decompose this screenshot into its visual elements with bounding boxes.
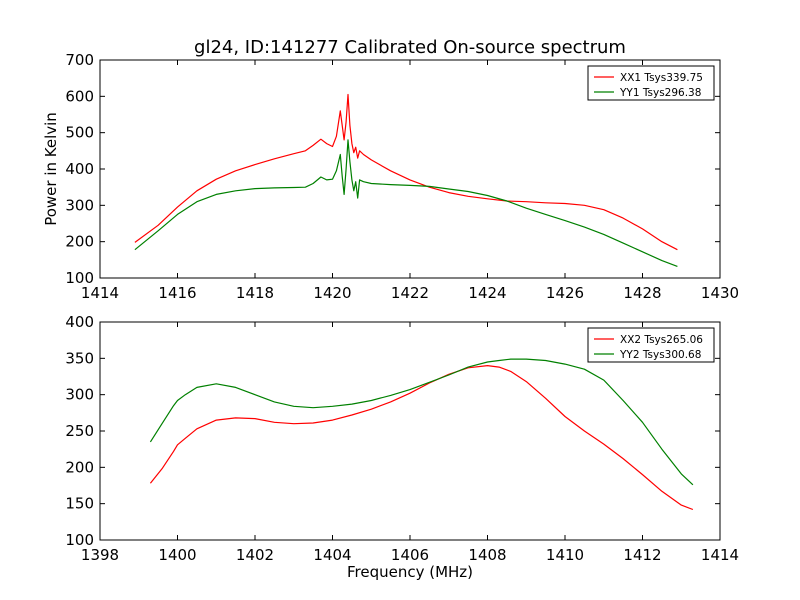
y-tick-label: 700: [65, 51, 94, 69]
x-tick-label: 1418: [236, 284, 274, 302]
x-tick-label: 1404: [313, 546, 351, 564]
x-tick-label: 1402: [236, 546, 274, 564]
x-tick-label: 1408: [468, 546, 506, 564]
bottom-panel: 1398 1400 1402 1404 1406 1408 1410 1412 1414 100 1…: [65, 313, 739, 581]
legend-label: YY1 Tsys296.38: [619, 87, 701, 99]
series-line-yy1: [134, 139, 678, 267]
y-tick-label: 150: [65, 495, 94, 513]
x-tick-label: 1426: [546, 284, 584, 302]
y-tick-label: 400: [65, 313, 94, 331]
legend-box: [587, 327, 715, 363]
x-tick-label: 1400: [158, 546, 196, 564]
legend-label: YY2 Tsys300.68: [619, 349, 701, 361]
x-tick-label: 1412: [623, 546, 661, 564]
y-tick-label: 100: [65, 269, 94, 287]
plot-frame: [99, 59, 721, 279]
series-line-xx1: [134, 93, 678, 251]
x-tick-label: 1430: [701, 284, 739, 302]
y-tick-label: 500: [65, 124, 94, 142]
series-line-yy2: [149, 358, 694, 486]
top-panel: 1414 1416 1418 1420 1422 1424 1426 1428 1430 100 2…: [42, 51, 739, 302]
legend-label: XX2 Tsys265.06: [620, 334, 703, 346]
legend-label: XX1 Tsys339.75: [620, 72, 703, 84]
x-tick-label: 1410: [546, 546, 584, 564]
x-tick-label: 1420: [313, 284, 351, 302]
x-axis-title: Frequency (MHz): [347, 563, 473, 581]
y-tick-label: 600: [65, 87, 94, 105]
series-line-xx2: [149, 365, 694, 511]
x-tick-label: 1398: [81, 546, 119, 564]
y-tick-label: 300: [65, 386, 94, 404]
y-tick-label: 400: [65, 160, 94, 178]
y-tick-label: 300: [65, 196, 94, 214]
x-tick-label: 1414: [701, 546, 739, 564]
plot-frame: [99, 321, 721, 541]
y-axis-title: Power in Kelvin: [42, 112, 60, 226]
x-tick-label: 1416: [158, 284, 196, 302]
x-tick-label: 1406: [391, 546, 429, 564]
y-tick-label: 350: [65, 349, 94, 367]
x-tick-label: 1428: [623, 284, 661, 302]
y-tick-label: 250: [65, 422, 94, 440]
legend-box: [587, 65, 715, 101]
x-tick-label: 1424: [468, 284, 506, 302]
y-tick-label: 200: [65, 233, 94, 251]
y-tick-label: 100: [65, 531, 94, 549]
x-tick-label: 1414: [81, 284, 119, 302]
figure-title: gl24, ID:141277 Calibrated On-source spe…: [194, 37, 626, 58]
x-tick-label: 1422: [391, 284, 429, 302]
y-tick-label: 200: [65, 458, 94, 476]
